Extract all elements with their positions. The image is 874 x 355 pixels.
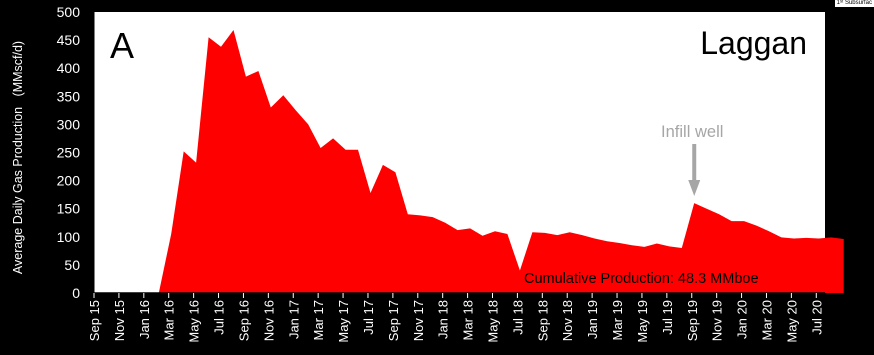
y-tick-label: 300	[57, 116, 81, 132]
x-tick-label: May 20	[784, 300, 799, 343]
y-tick-label: 350	[57, 88, 81, 104]
cumulative-production-annotation: Cumulative Production: 48.3 MMboe	[524, 271, 759, 287]
x-tick-label: Jan 20	[735, 300, 750, 339]
x-tick-label: May 16	[187, 300, 202, 343]
field-label: Laggan	[700, 25, 807, 61]
x-tick-label: Nov 15	[112, 300, 127, 341]
x-tick-label: May 18	[486, 300, 501, 343]
x-tick-label: Mar 16	[162, 300, 177, 340]
infill-well-arrow-head	[688, 180, 701, 196]
x-tick-label: May 19	[635, 300, 650, 343]
x-tick-label: Mar 18	[461, 300, 476, 340]
x-tick-label: Mar 17	[311, 300, 326, 340]
x-tick-label: Sep 16	[236, 300, 251, 341]
x-tick-label: Sep 15	[87, 300, 102, 341]
x-tick-label: Nov 19	[710, 300, 725, 341]
x-tick-label: Sep 19	[685, 300, 700, 341]
panel-label: A	[110, 25, 134, 66]
x-tick-label: Jan 18	[436, 300, 451, 339]
x-tick-label: Jan 19	[585, 300, 600, 339]
y-tick-label: 250	[57, 145, 81, 161]
y-tick-label: 450	[57, 32, 81, 48]
y-tick-label: 150	[57, 201, 81, 217]
x-tick-label: Sep 17	[386, 300, 401, 341]
y-tick-label: 100	[57, 229, 81, 245]
production-area-series	[94, 30, 844, 293]
x-tick-label: Jan 16	[137, 300, 152, 339]
x-tick-label: Jul 20	[809, 300, 824, 335]
y-axis-label: Average Daily Gas Production (MMscf/d)	[11, 41, 25, 274]
x-tick-label: Nov 17	[411, 300, 426, 341]
x-tick-label: May 17	[336, 300, 351, 343]
y-tick-label: 0	[72, 285, 80, 301]
x-tick-label: Nov 16	[261, 300, 276, 341]
x-tick-label: Jan 17	[286, 300, 301, 339]
corner-note: 1ˢᵗ Subsurfac	[834, 0, 874, 7]
x-tick-label: Mar 19	[610, 300, 625, 340]
infill-well-annotation: Infill well	[661, 123, 723, 141]
y-tick-label: 200	[57, 173, 81, 189]
y-tick-label: 500	[57, 4, 81, 20]
y-tick-label: 400	[57, 60, 81, 76]
x-tick-label: Jul 17	[361, 300, 376, 335]
x-tick-label: Nov 18	[560, 300, 575, 341]
x-tick-label: Jul 18	[510, 300, 525, 335]
x-tick-label: Mar 20	[760, 300, 775, 340]
x-tick-label: Sep 18	[535, 300, 550, 341]
x-tick-label: Jul 19	[660, 300, 675, 335]
y-tick-label: 50	[64, 257, 80, 273]
x-tick-label: Jul 16	[212, 300, 227, 335]
